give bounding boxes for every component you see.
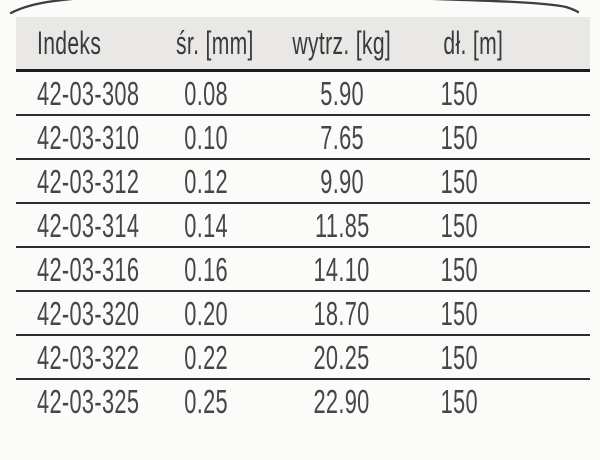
cell-indeks: 42-03-322 — [37, 338, 140, 376]
cell-length: 150 — [440, 206, 478, 244]
cell-strength: 22.90 — [313, 382, 371, 420]
cell-diameter: 0.08 — [184, 74, 228, 112]
cell-diameter: 0.14 — [184, 206, 228, 244]
cell-indeks: 42-03-312 — [37, 162, 140, 200]
table-row: 42-03-322 0.22 20.25 150 — [16, 336, 590, 380]
cell-length: 150 — [440, 162, 478, 200]
cell-strength: 11.85 — [314, 206, 370, 244]
cell-strength: 5.90 — [320, 74, 364, 112]
column-header-length: dł. [m] — [443, 25, 504, 61]
cell-diameter: 0.25 — [184, 382, 228, 420]
table-header-row: Indeks śr. [mm] wytrz. [kg] dł. [m] — [16, 17, 590, 72]
product-spec-table: Indeks śr. [mm] wytrz. [kg] dł. [m] 42-0… — [16, 17, 590, 422]
cell-strength: 9.90 — [320, 162, 364, 200]
table-row: 42-03-325 0.25 22.90 150 — [16, 380, 590, 422]
table-row: 42-03-316 0.16 14.10 150 — [16, 248, 590, 292]
cell-indeks: 42-03-316 — [37, 250, 140, 288]
cell-diameter: 0.16 — [184, 250, 228, 288]
cell-indeks: 42-03-314 — [37, 206, 140, 244]
cell-length: 150 — [440, 250, 478, 288]
cell-strength: 7.65 — [320, 118, 364, 156]
table-row: 42-03-308 0.08 5.90 150 — [16, 72, 590, 116]
cell-indeks: 42-03-310 — [37, 118, 140, 156]
column-header-indeks: Indeks — [37, 25, 102, 61]
cell-length: 150 — [440, 338, 478, 376]
cell-length: 150 — [440, 118, 478, 156]
cell-diameter: 0.12 — [184, 162, 228, 200]
cell-indeks: 42-03-308 — [37, 74, 140, 112]
column-header-strength: wytrz. [kg] — [292, 25, 392, 61]
cell-diameter: 0.10 — [184, 118, 228, 156]
table-row: 42-03-312 0.12 9.90 150 — [16, 160, 590, 204]
cell-length: 150 — [440, 294, 478, 332]
cell-indeks: 42-03-320 — [37, 294, 140, 332]
cell-length: 150 — [440, 382, 478, 420]
cell-strength: 20.25 — [313, 338, 371, 376]
column-header-diameter: śr. [mm] — [176, 25, 254, 61]
table-row: 42-03-320 0.20 18.70 150 — [16, 292, 590, 336]
cell-indeks: 42-03-325 — [37, 382, 140, 420]
cell-diameter: 0.22 — [184, 338, 228, 376]
cell-strength: 18.70 — [313, 294, 371, 332]
cell-strength: 14.10 — [313, 250, 371, 288]
table-row: 42-03-314 0.14 11.85 150 — [16, 204, 590, 248]
cell-diameter: 0.20 — [184, 294, 228, 332]
cell-length: 150 — [440, 74, 478, 112]
table-row: 42-03-310 0.10 7.65 150 — [16, 116, 590, 160]
